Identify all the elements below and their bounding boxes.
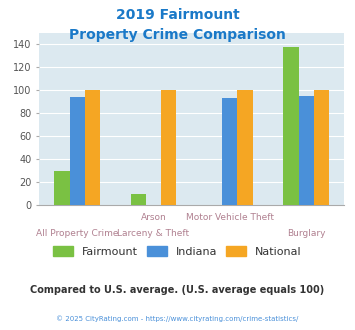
Bar xyxy=(161,90,176,205)
Bar xyxy=(314,90,329,205)
Text: Larceny & Theft: Larceny & Theft xyxy=(118,229,190,238)
Text: Compared to U.S. average. (U.S. average equals 100): Compared to U.S. average. (U.S. average … xyxy=(31,285,324,295)
Text: Motor Vehicle Theft: Motor Vehicle Theft xyxy=(186,213,274,222)
Bar xyxy=(283,47,299,205)
Legend: Fairmount, Indiana, National: Fairmount, Indiana, National xyxy=(50,243,305,260)
Text: All Property Crime: All Property Crime xyxy=(36,229,119,238)
Bar xyxy=(131,194,146,205)
Bar xyxy=(299,96,314,205)
Bar xyxy=(85,90,100,205)
Text: © 2025 CityRating.com - https://www.cityrating.com/crime-statistics/: © 2025 CityRating.com - https://www.city… xyxy=(56,315,299,322)
Bar xyxy=(54,171,70,205)
Bar xyxy=(237,90,253,205)
Text: 2019 Fairmount: 2019 Fairmount xyxy=(116,8,239,22)
Text: Burglary: Burglary xyxy=(287,229,326,238)
Text: Arson: Arson xyxy=(141,213,166,222)
Bar xyxy=(222,98,237,205)
Bar xyxy=(70,97,85,205)
Text: Property Crime Comparison: Property Crime Comparison xyxy=(69,28,286,42)
